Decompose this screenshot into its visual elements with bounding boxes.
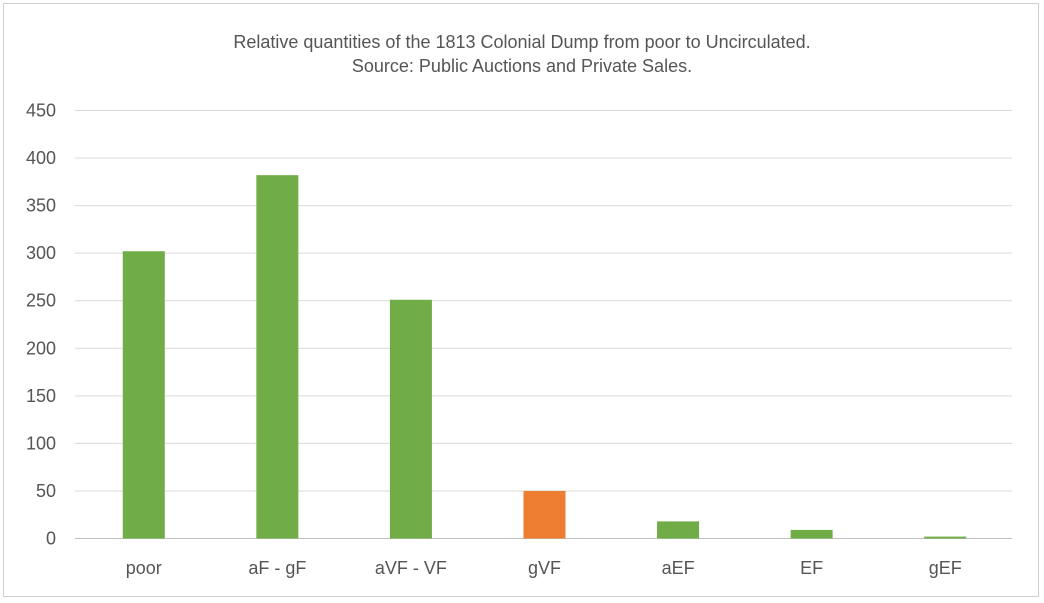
bar (924, 536, 967, 539)
chart-subtitle: Source: Public Auctions and Private Sale… (351, 56, 693, 76)
chart-frame (3, 3, 1039, 597)
x-axis-tick-labels: poor aF - gF aVF - VF gVF aEF EF gEF (126, 558, 962, 578)
y-tick-label: 350 (26, 196, 56, 216)
chart-title-block: Relative quantities of the 1813 Colonial… (0, 30, 1044, 78)
y-tick-label: 50 (36, 481, 56, 501)
x-tick-label: gEF (929, 558, 962, 578)
y-tick-label: 0 (46, 529, 56, 549)
bar (790, 529, 833, 539)
y-axis-tick-labels: 0 50 100 150 200 250 300 350 400 450 (26, 101, 56, 549)
x-tick-label: EF (800, 558, 823, 578)
bars (122, 175, 967, 539)
bar (256, 175, 299, 539)
x-tick-label: gVF (528, 558, 561, 578)
chart-title: Relative quantities of the 1813 Colonial… (233, 32, 811, 52)
x-tick-label: poor (126, 558, 162, 578)
y-tick-label: 100 (26, 433, 56, 453)
gridlines (75, 110, 1012, 539)
x-tick-label: aVF - VF (375, 558, 447, 578)
bar (389, 299, 432, 539)
y-tick-label: 150 (26, 386, 56, 406)
bar (122, 251, 165, 539)
y-tick-label: 300 (26, 243, 56, 263)
y-tick-label: 250 (26, 291, 56, 311)
bar (657, 521, 700, 539)
x-tick-label: aEF (662, 558, 695, 578)
y-tick-label: 200 (26, 338, 56, 358)
y-tick-label: 450 (26, 101, 56, 121)
bar (523, 490, 566, 539)
y-tick-label: 400 (26, 148, 56, 168)
x-tick-label: aF - gF (248, 558, 306, 578)
